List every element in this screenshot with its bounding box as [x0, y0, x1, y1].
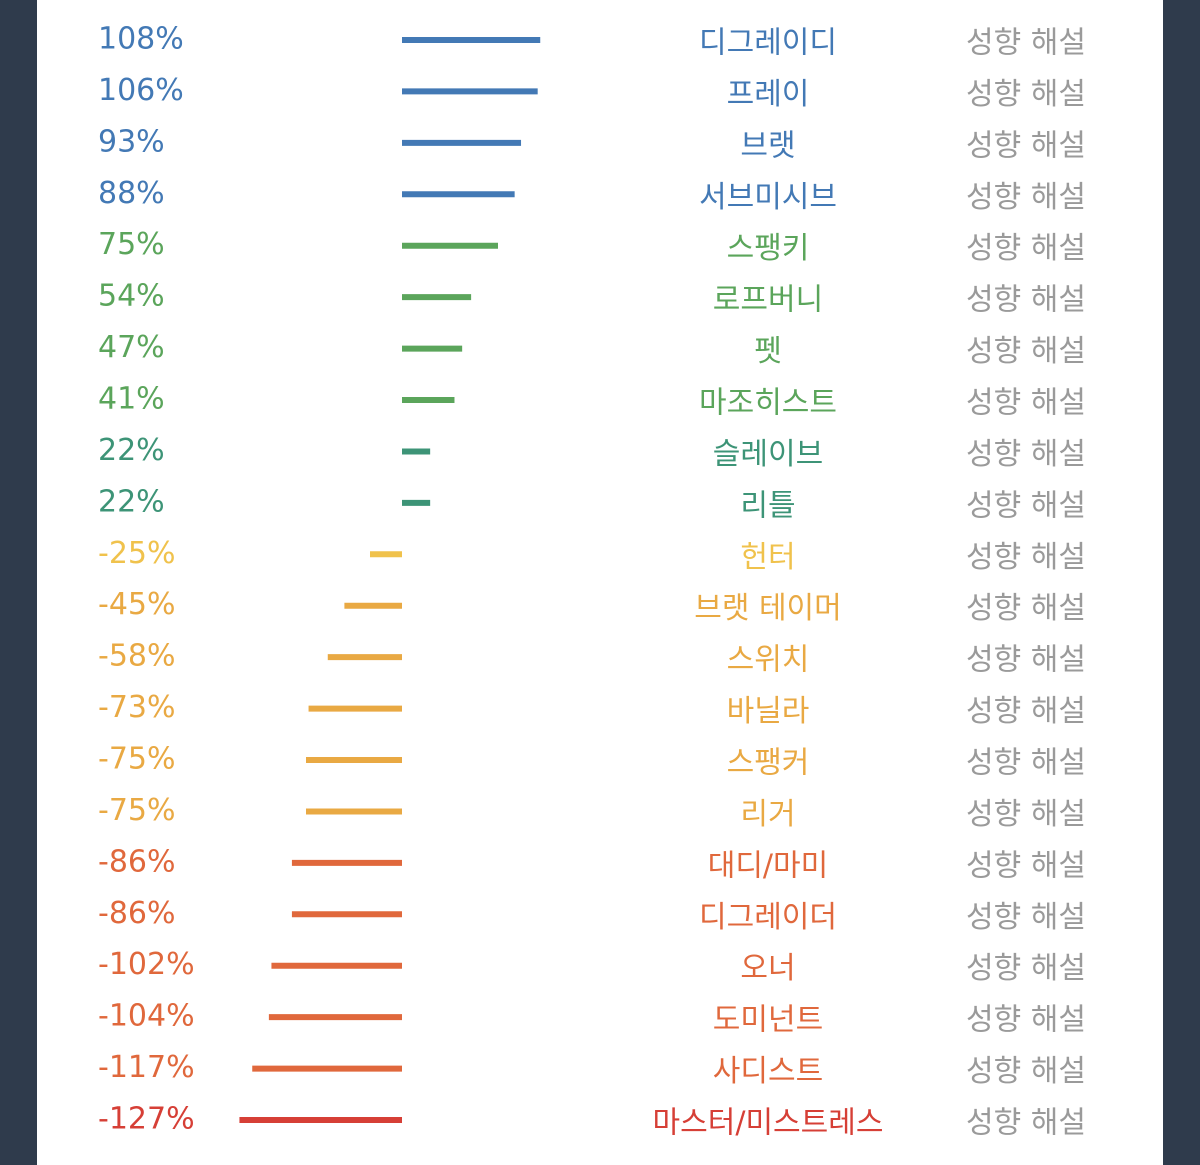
description-link[interactable]: 성향 해설: [966, 797, 1086, 832]
type-name: 마조히스트: [699, 386, 837, 421]
type-name: 바닐라: [727, 694, 810, 729]
description-link[interactable]: 성향 해설: [966, 643, 1086, 678]
description-link[interactable]: 성향 해설: [966, 746, 1086, 781]
description-link[interactable]: 성향 해설: [966, 540, 1086, 575]
type-name: 헌터: [740, 540, 795, 575]
type-name: 프레이: [727, 77, 810, 112]
type-name: 브랫: [740, 128, 795, 163]
percent: -86%: [98, 896, 176, 931]
panel: [37, 0, 1163, 1165]
percent: -127%: [98, 1102, 195, 1137]
percent: 47%: [98, 330, 165, 365]
percent: 22%: [98, 484, 165, 519]
percent: -75%: [98, 742, 176, 777]
percent: -45%: [98, 587, 176, 622]
description-link[interactable]: 성향 해설: [966, 437, 1086, 472]
type-name: 디그레이디: [699, 26, 837, 61]
description-link[interactable]: 성향 해설: [966, 951, 1086, 986]
percent: 93%: [98, 124, 165, 159]
description-link[interactable]: 성향 해설: [966, 77, 1086, 112]
percent: -117%: [98, 1050, 195, 1085]
description-link[interactable]: 성향 해설: [966, 488, 1086, 523]
description-link[interactable]: 성향 해설: [966, 848, 1086, 883]
description-link[interactable]: 성향 해설: [966, 900, 1086, 935]
description-link[interactable]: 성향 해설: [966, 128, 1086, 163]
description-link[interactable]: 성향 해설: [966, 694, 1086, 729]
type-name: 오너: [740, 951, 795, 986]
percent: -104%: [98, 999, 195, 1034]
type-name: 리거: [740, 797, 795, 832]
type-name: 디그레이더: [699, 900, 837, 935]
percent: 22%: [98, 433, 165, 468]
description-link[interactable]: 성향 해설: [966, 26, 1086, 61]
description-link[interactable]: 성향 해설: [966, 334, 1086, 369]
description-link[interactable]: 성향 해설: [966, 591, 1086, 626]
percent: -102%: [98, 947, 195, 982]
type-name: 펫: [754, 334, 782, 369]
percent: 106%: [98, 73, 184, 108]
type-name: 사디스트: [713, 1054, 823, 1089]
percent: -86%: [98, 844, 176, 879]
type-name: 스팽커: [727, 746, 810, 781]
percent: -25%: [98, 536, 176, 571]
description-link[interactable]: 성향 해설: [966, 231, 1086, 266]
description-link[interactable]: 성향 해설: [966, 283, 1086, 318]
type-name: 도미넌트: [713, 1003, 823, 1038]
percent: 88%: [98, 176, 165, 211]
percent: 54%: [98, 279, 165, 314]
description-link[interactable]: 성향 해설: [966, 386, 1086, 421]
type-name: 마스터/미스트레스: [653, 1106, 884, 1141]
description-link[interactable]: 성향 해설: [966, 180, 1086, 215]
type-name: 서브미시브: [699, 180, 837, 215]
percent: 41%: [98, 382, 165, 417]
percent: -73%: [98, 690, 176, 725]
percent: -58%: [98, 639, 176, 674]
type-name: 로프버니: [713, 283, 823, 318]
type-name: 스팽키: [727, 231, 810, 266]
description-link[interactable]: 성향 해설: [966, 1106, 1086, 1141]
type-name: 리틀: [740, 488, 795, 523]
description-link[interactable]: 성향 해설: [966, 1003, 1086, 1038]
type-name: 스위치: [727, 643, 810, 678]
percent: 75%: [98, 227, 165, 262]
type-name: 대디/마미: [708, 848, 829, 883]
percent: 108%: [98, 22, 184, 57]
type-name: 브랫 테이머: [694, 591, 842, 626]
type-name: 슬레이브: [713, 437, 823, 472]
description-link[interactable]: 성향 해설: [966, 1054, 1086, 1089]
percent: -75%: [98, 793, 176, 828]
